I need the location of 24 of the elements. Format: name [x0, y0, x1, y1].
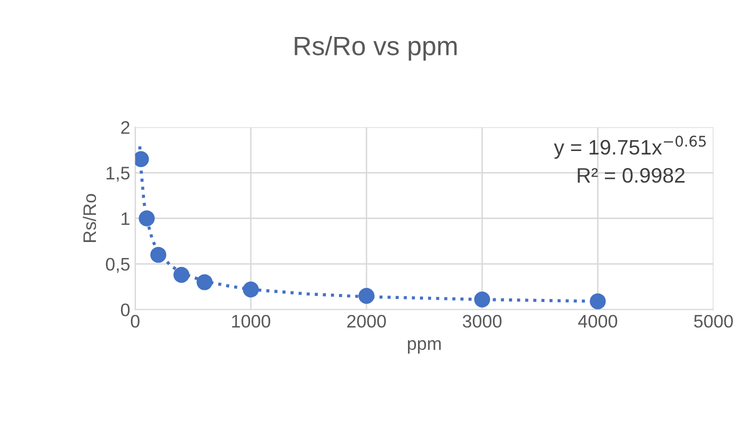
point [150, 246, 166, 263]
point [196, 274, 213, 290]
y-tick-label: 0,5 [106, 258, 130, 273]
x-tick-label: 1000 [232, 314, 270, 328]
y-tick-label: 2 [121, 121, 130, 134]
x-tick-label: 4000 [578, 314, 618, 328]
annotation: R² = 0.9982 [578, 168, 685, 183]
point [358, 288, 374, 304]
y-tick-label: 1,5 [106, 166, 130, 182]
point [138, 210, 155, 226]
x-tick-label: 2000 [347, 314, 386, 328]
chart-title: Rs/Ro vs ppm [294, 36, 457, 61]
point [590, 293, 606, 310]
x-tick-label: 5000 [694, 314, 733, 328]
y-tick-label: 0 [120, 303, 130, 316]
annotation: y = 19.751x$^{−0.65}$ [554, 136, 706, 159]
point [474, 292, 490, 308]
y-axis-title: Rs/Ro [82, 194, 96, 242]
point [242, 281, 259, 298]
point [173, 266, 190, 283]
x-axis-title: ppm [408, 340, 441, 354]
y-tick-label: 1 [122, 212, 130, 225]
x-tick-label: 0 [130, 314, 140, 328]
x-tick-label: 3000 [462, 314, 502, 328]
